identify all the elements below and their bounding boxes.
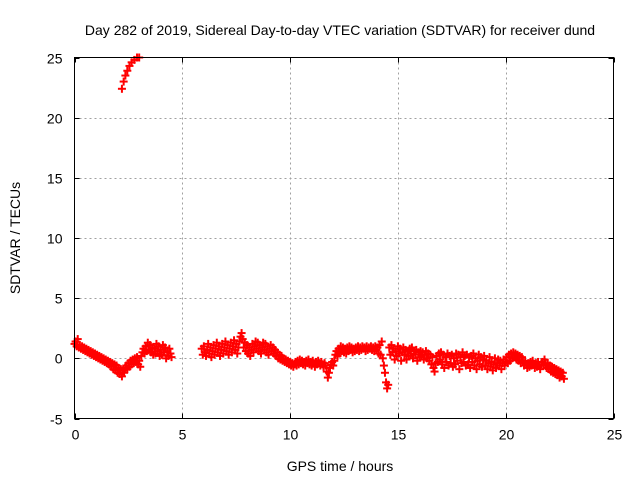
data-point [428, 353, 437, 362]
data-point [435, 355, 444, 364]
data-point [456, 353, 465, 362]
data-point [440, 363, 449, 372]
data-point [73, 335, 82, 344]
data-point [558, 368, 567, 377]
data-point [559, 374, 568, 383]
data-point [117, 84, 126, 93]
data-point [378, 354, 387, 363]
y-tick-label: 25 [47, 51, 63, 67]
data-point [167, 353, 176, 362]
x-tick-label: 15 [391, 427, 407, 443]
x-tick-label: 25 [607, 427, 623, 443]
data-point [455, 365, 464, 374]
data-point [321, 361, 330, 370]
x-tick-label: 0 [72, 427, 80, 443]
data-point [330, 356, 339, 365]
data-points [70, 53, 568, 393]
data-point [329, 361, 338, 370]
y-tick-label: -5 [50, 412, 63, 428]
data-point [119, 77, 128, 86]
data-point [379, 361, 388, 370]
data-point [121, 71, 130, 80]
x-axis-title: GPS time / hours [287, 458, 394, 474]
y-tick-label: 5 [55, 291, 63, 307]
data-point [135, 356, 144, 365]
x-tick-label: 10 [283, 427, 299, 443]
data-point [469, 349, 478, 358]
data-point [377, 337, 386, 346]
data-point [472, 365, 481, 374]
data-point [165, 344, 174, 353]
data-point [397, 356, 406, 365]
y-tick-label: 20 [47, 111, 63, 127]
y-tick-label: 15 [47, 171, 63, 187]
data-point [323, 373, 332, 382]
data-point [466, 363, 475, 372]
data-point [136, 362, 145, 371]
data-point [384, 380, 393, 389]
data-point [485, 353, 494, 362]
x-tick-label: 5 [179, 427, 187, 443]
axis-ticks: 0 5 10 15 20 25 -5 0 5 10 15 20 25 [47, 51, 623, 443]
data-point [237, 329, 246, 338]
data-point [324, 368, 333, 377]
chart-title: Day 282 of 2019, Sidereal Day-to-day VTE… [85, 22, 595, 38]
data-point [430, 367, 439, 376]
data-point [233, 349, 242, 358]
data-point [123, 66, 132, 75]
data-point [480, 351, 489, 360]
y-tick-label: 0 [55, 351, 63, 367]
data-point [380, 368, 389, 377]
plot-frame [74, 57, 614, 419]
y-axis-title: SDTVAR / TECUs [7, 182, 23, 294]
y-tick-label: 10 [47, 231, 63, 247]
x-tick-label: 20 [499, 427, 515, 443]
